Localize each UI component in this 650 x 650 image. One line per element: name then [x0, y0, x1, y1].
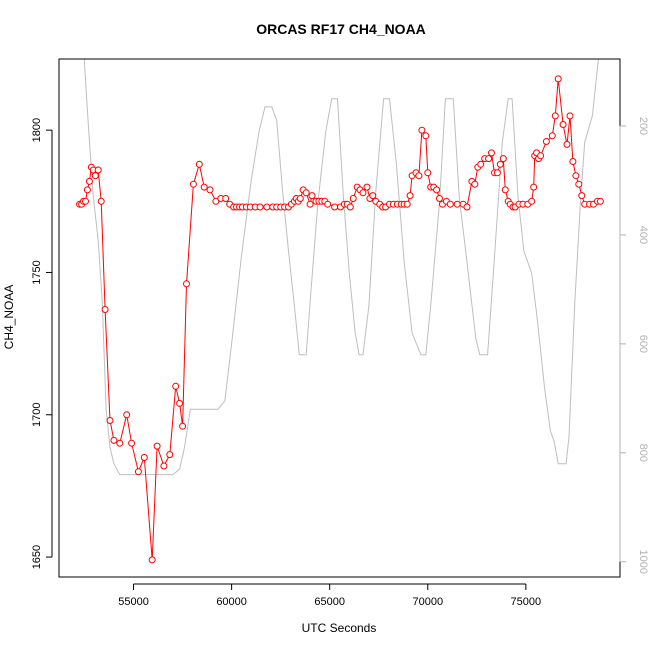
data-point: [551, 112, 559, 120]
data-point: [528, 197, 536, 205]
data-point: [569, 158, 577, 165]
data-point: [183, 280, 190, 288]
data-point: [206, 186, 214, 194]
y-tick-label: 1700: [31, 403, 43, 427]
x-tick-label: 55000: [118, 596, 149, 608]
data-point: [548, 132, 556, 140]
data-point: [575, 180, 583, 188]
y-axis: 1650 1700 1750 1800: [31, 118, 53, 569]
x-axis-label: UTC Seconds: [302, 621, 377, 635]
data-point: [134, 468, 142, 476]
data-point: [83, 186, 91, 194]
x-tick-label: 65000: [314, 596, 345, 608]
data-point: [463, 203, 471, 211]
data-point: [302, 189, 310, 197]
data-point: [306, 200, 314, 208]
data-point: [256, 203, 264, 211]
altitude-line: [83, 59, 599, 476]
data-point: [578, 192, 586, 200]
y-tick-label: 1800: [31, 118, 43, 142]
data-point: [363, 183, 371, 191]
data-point: [91, 172, 99, 180]
data-point: [148, 556, 156, 564]
data-point: [596, 197, 604, 205]
data-point: [359, 189, 367, 197]
chart-title: ORCAS RF17 CH4_NOAA: [256, 21, 426, 37]
data-point: [179, 422, 187, 430]
data-point: [200, 183, 208, 191]
y-tick-label: 1650: [31, 545, 43, 569]
data-point: [499, 155, 507, 163]
data-point: [160, 462, 168, 470]
data-point: [195, 160, 203, 168]
data-point: [110, 436, 118, 444]
data-point: [166, 451, 174, 459]
data-point: [106, 417, 114, 424]
data-point: [572, 172, 580, 180]
right-tick-label: 200: [637, 117, 649, 135]
data-point: [189, 180, 197, 188]
data-point: [346, 203, 354, 211]
data-point: [222, 195, 230, 202]
data-point: [488, 149, 495, 157]
data-point: [471, 180, 479, 188]
data-point: [436, 195, 443, 202]
data-point: [530, 183, 538, 191]
data-point: [453, 200, 461, 208]
data-point: [501, 186, 509, 194]
data-point: [415, 172, 423, 180]
data-point: [446, 200, 454, 208]
data-point: [406, 192, 414, 200]
data-point: [422, 132, 430, 140]
data-point: [493, 169, 501, 177]
data-point: [554, 75, 562, 83]
data-point: [331, 203, 339, 211]
data-point: [566, 112, 574, 120]
data-point: [485, 155, 493, 163]
right-tick-label: 600: [637, 335, 649, 353]
data-point: [101, 306, 109, 313]
data-point: [82, 197, 89, 205]
data-point: [537, 152, 545, 160]
data-point: [496, 160, 504, 168]
plot-area: [76, 59, 604, 564]
x-tick-label: 60000: [216, 596, 247, 608]
y-axis-label: CH4_NOAA: [2, 285, 16, 350]
data-point: [308, 192, 316, 200]
data-point: [263, 203, 271, 211]
y-tick-label: 1750: [31, 260, 43, 284]
data-point: [324, 200, 332, 208]
x-axis: 55000 60000 65000 70000 75000: [118, 583, 542, 608]
right-axis: 200 400 600 800 1000: [619, 117, 649, 574]
data-point: [418, 126, 426, 134]
data-point: [128, 439, 136, 447]
right-tick-label: 800: [637, 444, 649, 462]
data-point: [116, 439, 124, 447]
data-point: [563, 140, 571, 148]
data-point: [369, 192, 377, 200]
data-point: [349, 195, 357, 202]
data-point: [403, 200, 411, 208]
data-point: [296, 195, 304, 202]
data-point: [477, 160, 485, 168]
data-point: [424, 169, 432, 177]
right-tick-label: 400: [637, 226, 649, 244]
data-point: [176, 399, 184, 407]
x-tick-label: 70000: [412, 596, 443, 608]
data-point: [542, 138, 550, 145]
data-point: [94, 166, 102, 174]
data-point: [559, 121, 567, 128]
data-point: [140, 454, 148, 461]
data-point: [123, 411, 131, 419]
right-tick-label: 1000: [637, 550, 649, 574]
data-point: [85, 177, 93, 185]
data-point: [97, 197, 105, 205]
x-tick-label: 75000: [511, 596, 542, 608]
data-point: [172, 382, 180, 390]
data-point: [433, 186, 441, 194]
data-point: [153, 442, 161, 450]
